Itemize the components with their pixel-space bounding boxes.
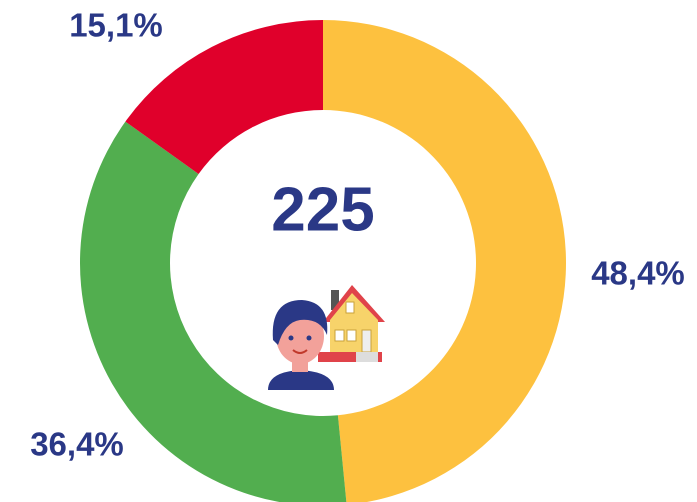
person-body xyxy=(268,370,334,390)
person-hair xyxy=(272,300,328,345)
chimney xyxy=(331,290,339,310)
door xyxy=(361,329,372,353)
window xyxy=(345,301,355,314)
mouth xyxy=(292,349,308,354)
data-label: 36,4% xyxy=(30,426,124,463)
data-label: 48,4% xyxy=(591,255,685,292)
data-label: 15,1% xyxy=(69,7,163,44)
donut-segment xyxy=(125,19,323,174)
eye xyxy=(288,335,294,341)
house-base xyxy=(318,352,382,362)
eye xyxy=(306,335,312,341)
donut-segment xyxy=(323,20,566,502)
icon xyxy=(268,285,385,390)
window xyxy=(334,329,345,342)
window xyxy=(346,329,357,342)
donut-segment xyxy=(80,121,347,502)
donut xyxy=(80,19,566,502)
steps xyxy=(356,352,378,362)
center-value: 225 xyxy=(271,175,374,244)
